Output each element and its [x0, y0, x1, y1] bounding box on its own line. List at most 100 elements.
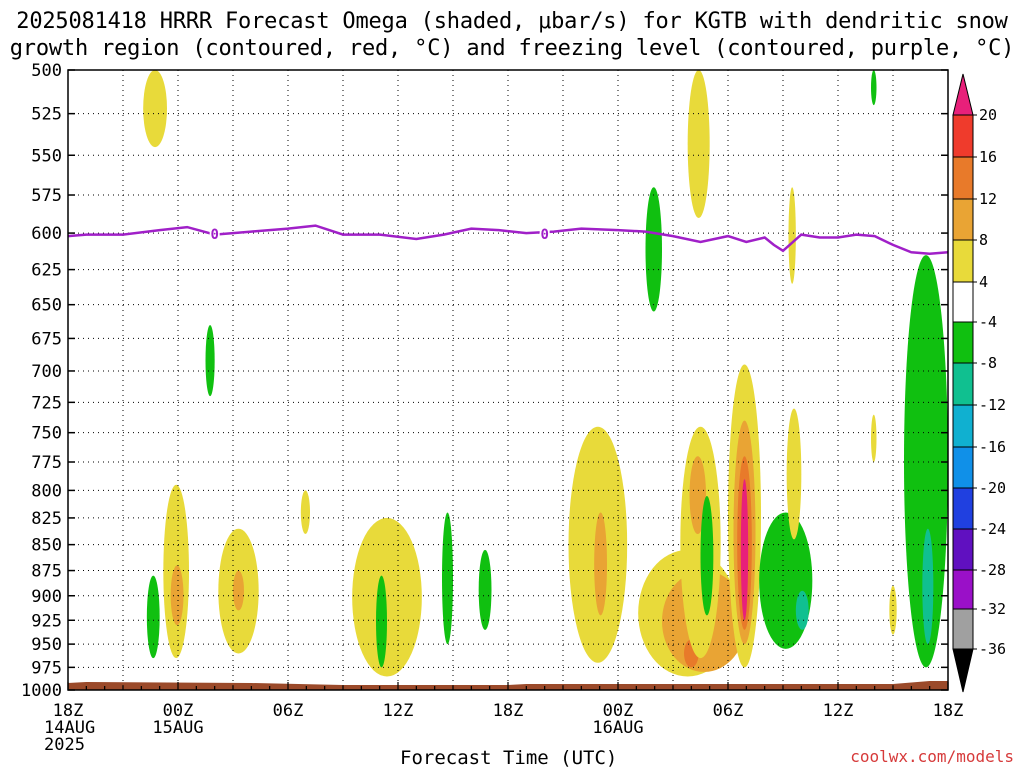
colorbar-box-m12_m8 — [952, 362, 974, 406]
colorbar-box-gt20 — [952, 73, 974, 116]
y-tick-label-575: 575 — [31, 186, 62, 206]
x-tick-label-0-0: 18Z — [53, 701, 84, 721]
colorbar-label-4: 4 — [979, 273, 988, 291]
x-tick-label-0-2: 2025 — [44, 735, 85, 755]
colorbar-label-11: -28 — [979, 561, 1006, 579]
omega-region-30 — [871, 70, 877, 106]
colorbar-box-m4_4 — [952, 281, 974, 323]
colorbar-label-13: -36 — [979, 640, 1006, 658]
y-tick-label-875: 875 — [31, 562, 62, 582]
omega-region-2 — [170, 565, 184, 626]
colorbar-box-m20_m16 — [952, 446, 974, 489]
colorbar-label-12: -32 — [979, 600, 1006, 618]
freezing-label-bg-1 — [539, 226, 550, 242]
x-tick-label-42-0: 12Z — [823, 701, 854, 721]
omega-region-10 — [442, 512, 453, 645]
x-tick-label-30-1: 16AUG — [592, 718, 643, 738]
colorbar-box-m36_m32 — [952, 608, 974, 650]
omega-region-18 — [687, 70, 710, 219]
omega-region-17 — [645, 187, 662, 312]
omega-region-3 — [146, 575, 160, 659]
omega-region-13 — [594, 512, 607, 616]
x-tick-label-30-0: 00Z — [603, 701, 634, 721]
grid-lines — [68, 70, 948, 690]
omega-region-31 — [871, 414, 877, 463]
omega-region-6 — [205, 325, 215, 397]
y-tick-label-725: 725 — [31, 393, 62, 413]
y-tick-label-675: 675 — [31, 329, 62, 349]
colorbar-label-3: 8 — [979, 231, 988, 249]
colorbar-label-0: 20 — [979, 106, 997, 124]
x-tick-label-12-0: 06Z — [273, 701, 304, 721]
y-tick-label-950: 950 — [31, 635, 62, 655]
y-tick-label-600: 600 — [31, 224, 62, 244]
colorbar-box-m16_m12 — [952, 404, 974, 448]
chart-title-line2: growth region (contoured, red, °C) and f… — [9, 36, 1015, 61]
omega-region-20 — [689, 456, 706, 535]
omega-region-8 — [352, 517, 422, 677]
colorbar-label-7: -12 — [979, 396, 1006, 414]
freezing-level-label-1: 0 — [540, 227, 548, 243]
colorbar-label-8: -16 — [979, 438, 1006, 456]
freezing-level-line — [67, 224, 949, 255]
x-tick-label-48-0: 18Z — [933, 701, 964, 721]
y-tick-label-975: 975 — [31, 658, 62, 678]
freezing-level-label-0: 0 — [210, 227, 218, 243]
colorbar-box-m24_m20 — [952, 487, 974, 530]
colorbar-label-1: 16 — [979, 148, 997, 166]
omega-region-0 — [143, 70, 167, 148]
chart-title: 2025081418 HRRR Forecast Omega (shaded, … — [0, 8, 1024, 62]
omega-region-34 — [922, 528, 934, 645]
x-tick-label-24-0: 18Z — [493, 701, 524, 721]
y-tick-label-750: 750 — [31, 424, 62, 444]
freezing-label-bg-0 — [209, 226, 220, 242]
colorbar-label-5: -4 — [979, 313, 997, 331]
omega-region-5 — [233, 570, 244, 611]
y-tick-label-525: 525 — [31, 105, 62, 125]
y-tick-label-625: 625 — [31, 261, 62, 281]
colorbar-label-6: -8 — [979, 354, 997, 372]
y-tick-label-650: 650 — [31, 296, 62, 316]
omega-region-27 — [795, 590, 809, 630]
y-tick-label-700: 700 — [31, 362, 62, 382]
omega-region-7 — [300, 490, 310, 535]
omega-shading — [143, 70, 948, 677]
x-tick-label-0-1: 14AUG — [44, 718, 95, 738]
colorbar-box-16_20 — [952, 114, 974, 158]
colorbar-box-12_16 — [952, 156, 974, 200]
colorbar-label-10: -24 — [979, 520, 1006, 538]
omega-region-29 — [788, 187, 796, 284]
y-tick-label-775: 775 — [31, 453, 62, 473]
x-tick-label-6-1: 15AUG — [152, 718, 203, 738]
omega-region-28 — [786, 408, 802, 540]
chart-title-line1: 2025081418 HRRR Forecast Omega (shaded, … — [16, 9, 1008, 34]
omega-region-9 — [376, 575, 387, 668]
colorbar-box-lt_m36 — [952, 648, 974, 693]
colorbar-box-m32_m28 — [952, 569, 974, 610]
omega-region-25 — [740, 479, 749, 621]
y-axis: 500 525 550 575 600 625 650 675 700 725 750 775 800 8… — [21, 61, 948, 701]
x-tick-label-18-0: 12Z — [383, 701, 414, 721]
colorbar-box-8_12 — [952, 198, 974, 241]
y-tick-label-1000: 1000 — [21, 681, 62, 701]
colorbar-label-9: -20 — [979, 479, 1006, 497]
x-tick-label-6-0: 00Z — [163, 701, 194, 721]
colorbar-box-4_8 — [952, 239, 974, 283]
colorbar-box-m28_m24 — [952, 528, 974, 571]
credit-link[interactable]: coolwx.com/models — [850, 747, 1014, 766]
y-tick-label-800: 800 — [31, 481, 62, 501]
colorbar-label-2: 12 — [979, 190, 997, 208]
y-tick-label-825: 825 — [31, 509, 62, 529]
colorbar: 20 16 12 8 4 -4 -8 -12 -16 -20 -24 -28 -32 -36 — [952, 73, 1006, 693]
y-tick-label-500: 500 — [31, 61, 62, 81]
omega-region-21 — [700, 495, 714, 616]
x-axis-label: Forecast Time (UTC) — [400, 747, 618, 769]
colorbar-box-m8_m4 — [952, 321, 974, 364]
omega-region-11 — [478, 549, 492, 630]
y-tick-label-900: 900 — [31, 587, 62, 607]
y-tick-label-550: 550 — [31, 146, 62, 166]
x-tick-label-36-0: 06Z — [713, 701, 744, 721]
